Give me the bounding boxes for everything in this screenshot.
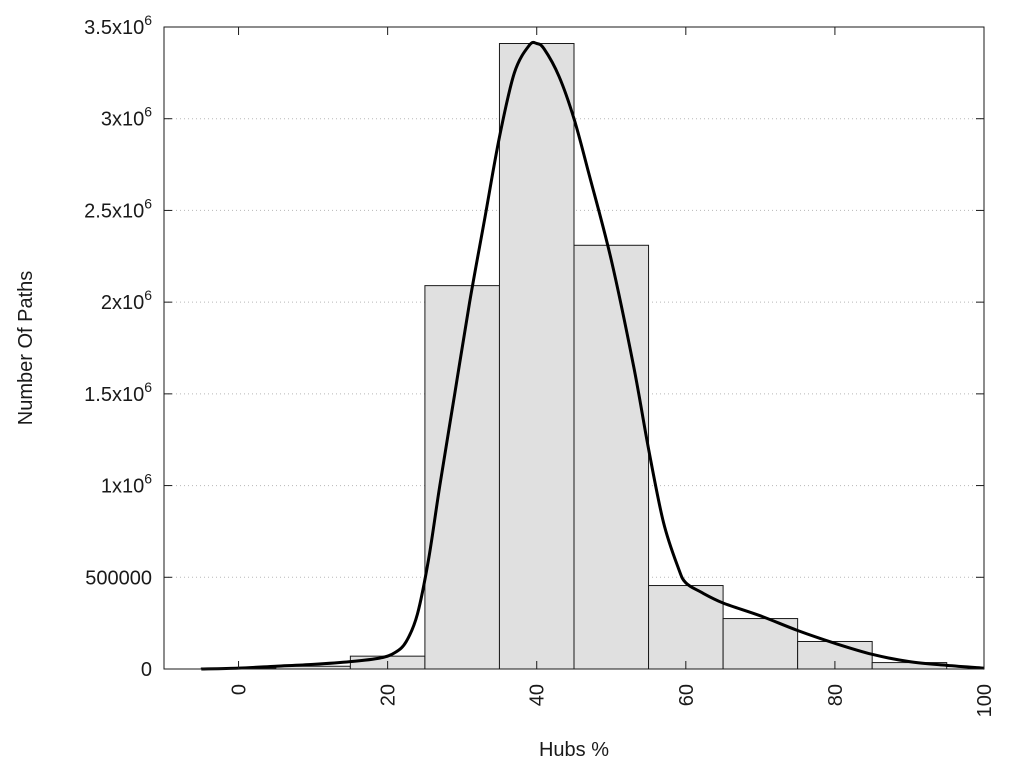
y-tick-label: 3.5x106 bbox=[84, 12, 152, 39]
histogram-bar bbox=[498, 43, 575, 670]
histogram-bar bbox=[573, 244, 650, 670]
y-tick-label: 1.5x106 bbox=[84, 379, 152, 406]
x-axis: 0 20 40 60 80 100 bbox=[229, 27, 996, 717]
fitted-curve bbox=[201, 40, 985, 671]
y-tick-label: 2.5x106 bbox=[84, 195, 152, 222]
histogram-bars bbox=[200, 43, 948, 670]
x-tick-label: 0 bbox=[229, 684, 251, 695]
grid-lines bbox=[164, 118, 984, 578]
y-tick-label: 1x106 bbox=[101, 471, 152, 498]
y-axis: 0 500000 1x106 1.5x106 2x106 2.5x106 3x106 3.5x… bbox=[84, 12, 984, 681]
x-tick-label: 100 bbox=[974, 684, 996, 717]
plot-frame bbox=[163, 26, 985, 670]
y-tick-label: 2x106 bbox=[101, 287, 152, 314]
x-tick-label: 40 bbox=[527, 684, 549, 706]
x-tick-label: 60 bbox=[676, 684, 698, 706]
x-tick-label: 20 bbox=[378, 684, 400, 706]
y-tick-label: 3x106 bbox=[101, 104, 152, 131]
y-axis-label: Number Of Paths bbox=[15, 271, 37, 426]
y-tick-label: 0 bbox=[141, 659, 152, 681]
x-tick-label: 80 bbox=[825, 684, 847, 706]
x-axis-label: Hubs % bbox=[539, 739, 609, 761]
y-tick-label: 500000 bbox=[85, 567, 152, 589]
histogram-bar bbox=[648, 585, 724, 670]
